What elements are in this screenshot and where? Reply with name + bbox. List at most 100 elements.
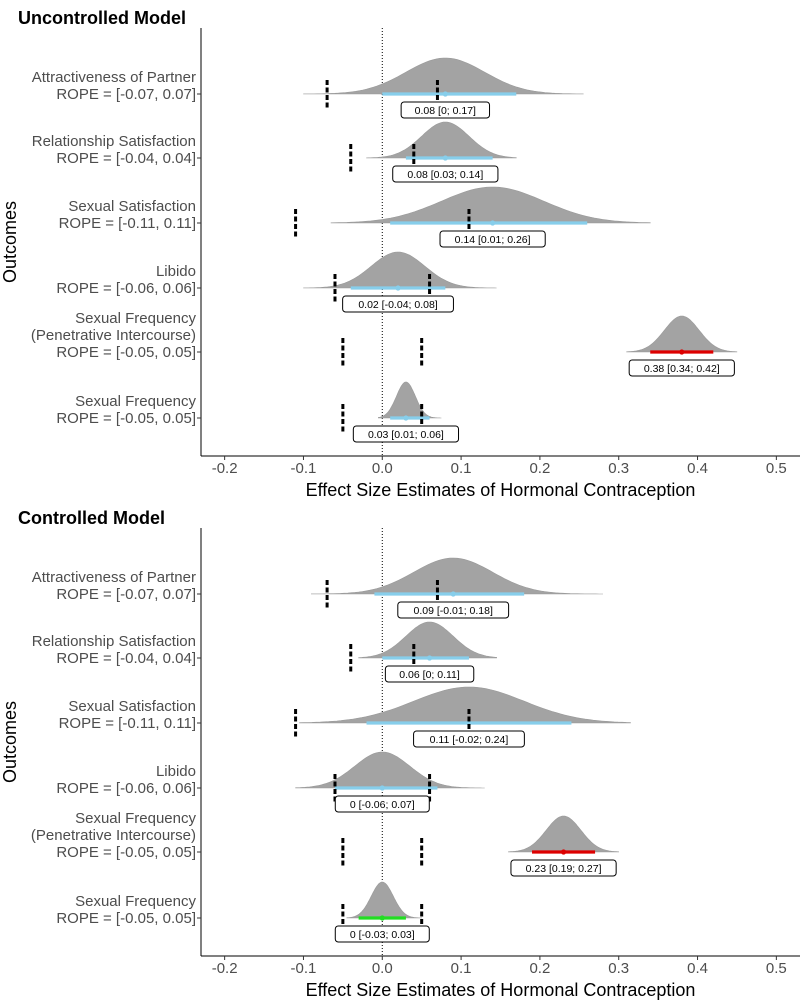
outcome-label: ROPE = [-0.04, 0.04] (56, 150, 196, 167)
estimate-label-box (628, 359, 735, 377)
outcome-label: (Penetrative Intercourse) (31, 327, 196, 344)
panel-title: Uncontrolled Model (18, 8, 186, 28)
outcome-label: ROPE = [-0.04, 0.04] (56, 650, 196, 667)
estimate-label-box (334, 795, 430, 813)
estimate-label: 0.09 [-0.01; 0.18] (414, 605, 493, 617)
posterior-density (311, 557, 603, 595)
outcome-label: ROPE = [-0.11, 0.11] (59, 215, 196, 232)
outcome-label: ROPE = [-0.05, 0.05] (56, 344, 196, 361)
x-tick-label: -0.2 (212, 960, 238, 977)
x-tick-label: 0.1 (451, 960, 472, 977)
x-axis-title: Effect Size Estimates of Hormonal Contra… (306, 980, 696, 1000)
outcome-label: Libido (156, 263, 196, 280)
estimate-label-box (384, 665, 475, 683)
estimate-label-box (397, 601, 510, 619)
estimate-label: 0 [-0.06; 0.07] (350, 799, 415, 811)
outcome-row: Sexual Frequency(Penetrative Intercourse… (31, 310, 738, 377)
outcome-label: Libido (156, 763, 196, 780)
x-tick-label: 0.2 (529, 460, 550, 477)
outcome-label: ROPE = [-0.07, 0.07] (56, 86, 196, 103)
x-tick-label: -0.1 (291, 460, 317, 477)
posterior-density (303, 251, 497, 289)
median-point (395, 285, 401, 291)
estimate-label: 0.14 [0.01; 0.26] (455, 234, 531, 246)
x-tick-label: 0.5 (766, 960, 787, 977)
outcome-label: Sexual Frequency (75, 893, 196, 910)
x-tick-label: 0.5 (766, 460, 787, 477)
posterior-density (295, 751, 485, 789)
estimate-label-box (510, 859, 617, 877)
uncontrolled-model-panel: Uncontrolled Model -0.2 -0.1 0.0 0.1 0.2 0.3 0.… (0, 8, 800, 500)
estimate-label: 0.11 [-0.02; 0.24] (430, 734, 509, 746)
posterior-density (299, 686, 631, 724)
outcome-label: ROPE = [-0.05, 0.05] (56, 410, 196, 427)
estimate-label: 0.02 [-0.04; 0.08] (358, 299, 437, 311)
panel-title: Controlled Model (18, 508, 165, 528)
estimate-label-box (392, 165, 499, 183)
median-point (379, 915, 385, 921)
estimate-label-box (413, 730, 525, 748)
estimate-label: 0.06 [0; 0.11] (399, 669, 460, 681)
outcome-label: Sexual Satisfaction (68, 698, 196, 715)
posterior-density (303, 57, 584, 95)
x-tick-label: -0.1 (291, 960, 317, 977)
estimate-label: 0.08 [0.03; 0.14] (407, 169, 483, 181)
posterior-density (626, 315, 738, 353)
outcome-label: Relationship Satisfaction (32, 133, 196, 150)
outcome-label: ROPE = [-0.07, 0.07] (56, 586, 196, 603)
median-point (426, 655, 433, 661)
outcome-label: ROPE = [-0.05, 0.05] (56, 844, 196, 861)
posterior-density (346, 881, 422, 919)
outcome-label: ROPE = [-0.05, 0.05] (56, 910, 196, 927)
x-tick-label: 0.2 (529, 960, 550, 977)
median-point (442, 91, 448, 97)
x-tick-label: 0.3 (608, 460, 629, 477)
outcome-label: Sexual Satisfaction (68, 198, 196, 215)
y-axis-title: Outcomes (0, 701, 20, 783)
estimate-label: 0.23 [0.19; 0.27] (526, 863, 602, 875)
outcome-label: ROPE = [-0.06, 0.06] (56, 280, 196, 297)
outcome-label: Relationship Satisfaction (32, 633, 196, 650)
outcome-label: Attractiveness of Partner (32, 69, 196, 86)
x-tick-label: -0.2 (212, 460, 238, 477)
median-point (490, 220, 496, 226)
median-point (450, 591, 456, 597)
posterior-density (358, 621, 497, 659)
outcome-label: Attractiveness of Partner (32, 569, 196, 586)
outcome-label: ROPE = [-0.06, 0.06] (56, 780, 196, 797)
estimate-label-box (342, 295, 454, 313)
outcome-label: ROPE = [-0.11, 0.11] (59, 715, 196, 732)
outcome-label: (Penetrative Intercourse) (31, 827, 196, 844)
outcome-label: Sexual Frequency (75, 810, 196, 827)
estimate-label-box (352, 425, 460, 443)
x-axis-title: Effect Size Estimates of Hormonal Contra… (306, 480, 696, 500)
x-tick-label: 0.1 (451, 460, 472, 477)
estimate-label: 0 [-0.03; 0.03] (350, 929, 415, 941)
x-tick-label: 0.4 (687, 960, 708, 977)
x-tick-label: 0.0 (372, 960, 393, 977)
estimate-label-box (439, 230, 546, 248)
median-point (560, 849, 567, 855)
estimate-label: 0.38 [0.34; 0.42] (644, 363, 720, 375)
estimate-label: 0.08 [0; 0.17] (415, 105, 476, 117)
controlled-model-panel: Controlled Model -0.2 -0.1 0.0 0.1 0.2 0.3 0.4 0… (0, 508, 800, 1000)
outcome-label: Sexual Frequency (75, 310, 196, 327)
estimate-label: 0.03 [0.01; 0.06] (368, 429, 444, 441)
estimate-label-box (400, 101, 491, 119)
median-point (442, 155, 448, 161)
posterior-density (508, 815, 619, 853)
x-tick-label: 0.0 (372, 460, 393, 477)
outcome-row: Sexual Frequency(Penetrative Intercourse… (31, 810, 619, 877)
outcome-label: Sexual Frequency (75, 393, 196, 410)
median-point (403, 415, 409, 421)
